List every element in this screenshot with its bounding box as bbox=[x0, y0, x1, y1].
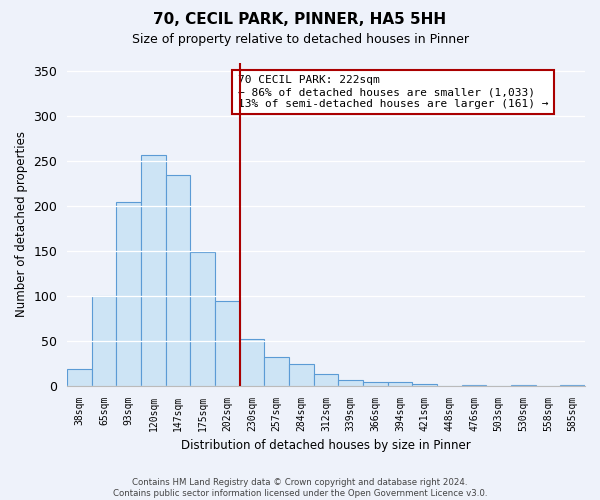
Text: Size of property relative to detached houses in Pinner: Size of property relative to detached ho… bbox=[131, 32, 469, 46]
Bar bbox=[265, 356, 289, 386]
Bar bbox=[338, 380, 363, 386]
Text: 70 CECIL PARK: 222sqm
← 86% of detached houses are smaller (1,033)
13% of semi-d: 70 CECIL PARK: 222sqm ← 86% of detached … bbox=[238, 76, 548, 108]
Bar bbox=[314, 374, 338, 386]
Bar bbox=[166, 175, 190, 386]
X-axis label: Distribution of detached houses by size in Pinner: Distribution of detached houses by size … bbox=[181, 440, 471, 452]
Bar bbox=[92, 296, 116, 386]
Bar bbox=[388, 382, 412, 386]
Bar bbox=[412, 384, 437, 386]
Bar bbox=[190, 252, 215, 386]
Bar bbox=[67, 369, 92, 386]
Bar bbox=[141, 155, 166, 386]
Bar bbox=[240, 338, 265, 386]
Text: Contains HM Land Registry data © Crown copyright and database right 2024.
Contai: Contains HM Land Registry data © Crown c… bbox=[113, 478, 487, 498]
Bar bbox=[116, 202, 141, 386]
Bar bbox=[363, 382, 388, 386]
Text: 70, CECIL PARK, PINNER, HA5 5HH: 70, CECIL PARK, PINNER, HA5 5HH bbox=[154, 12, 446, 28]
Bar bbox=[215, 301, 240, 386]
Y-axis label: Number of detached properties: Number of detached properties bbox=[15, 132, 28, 318]
Bar bbox=[289, 364, 314, 386]
